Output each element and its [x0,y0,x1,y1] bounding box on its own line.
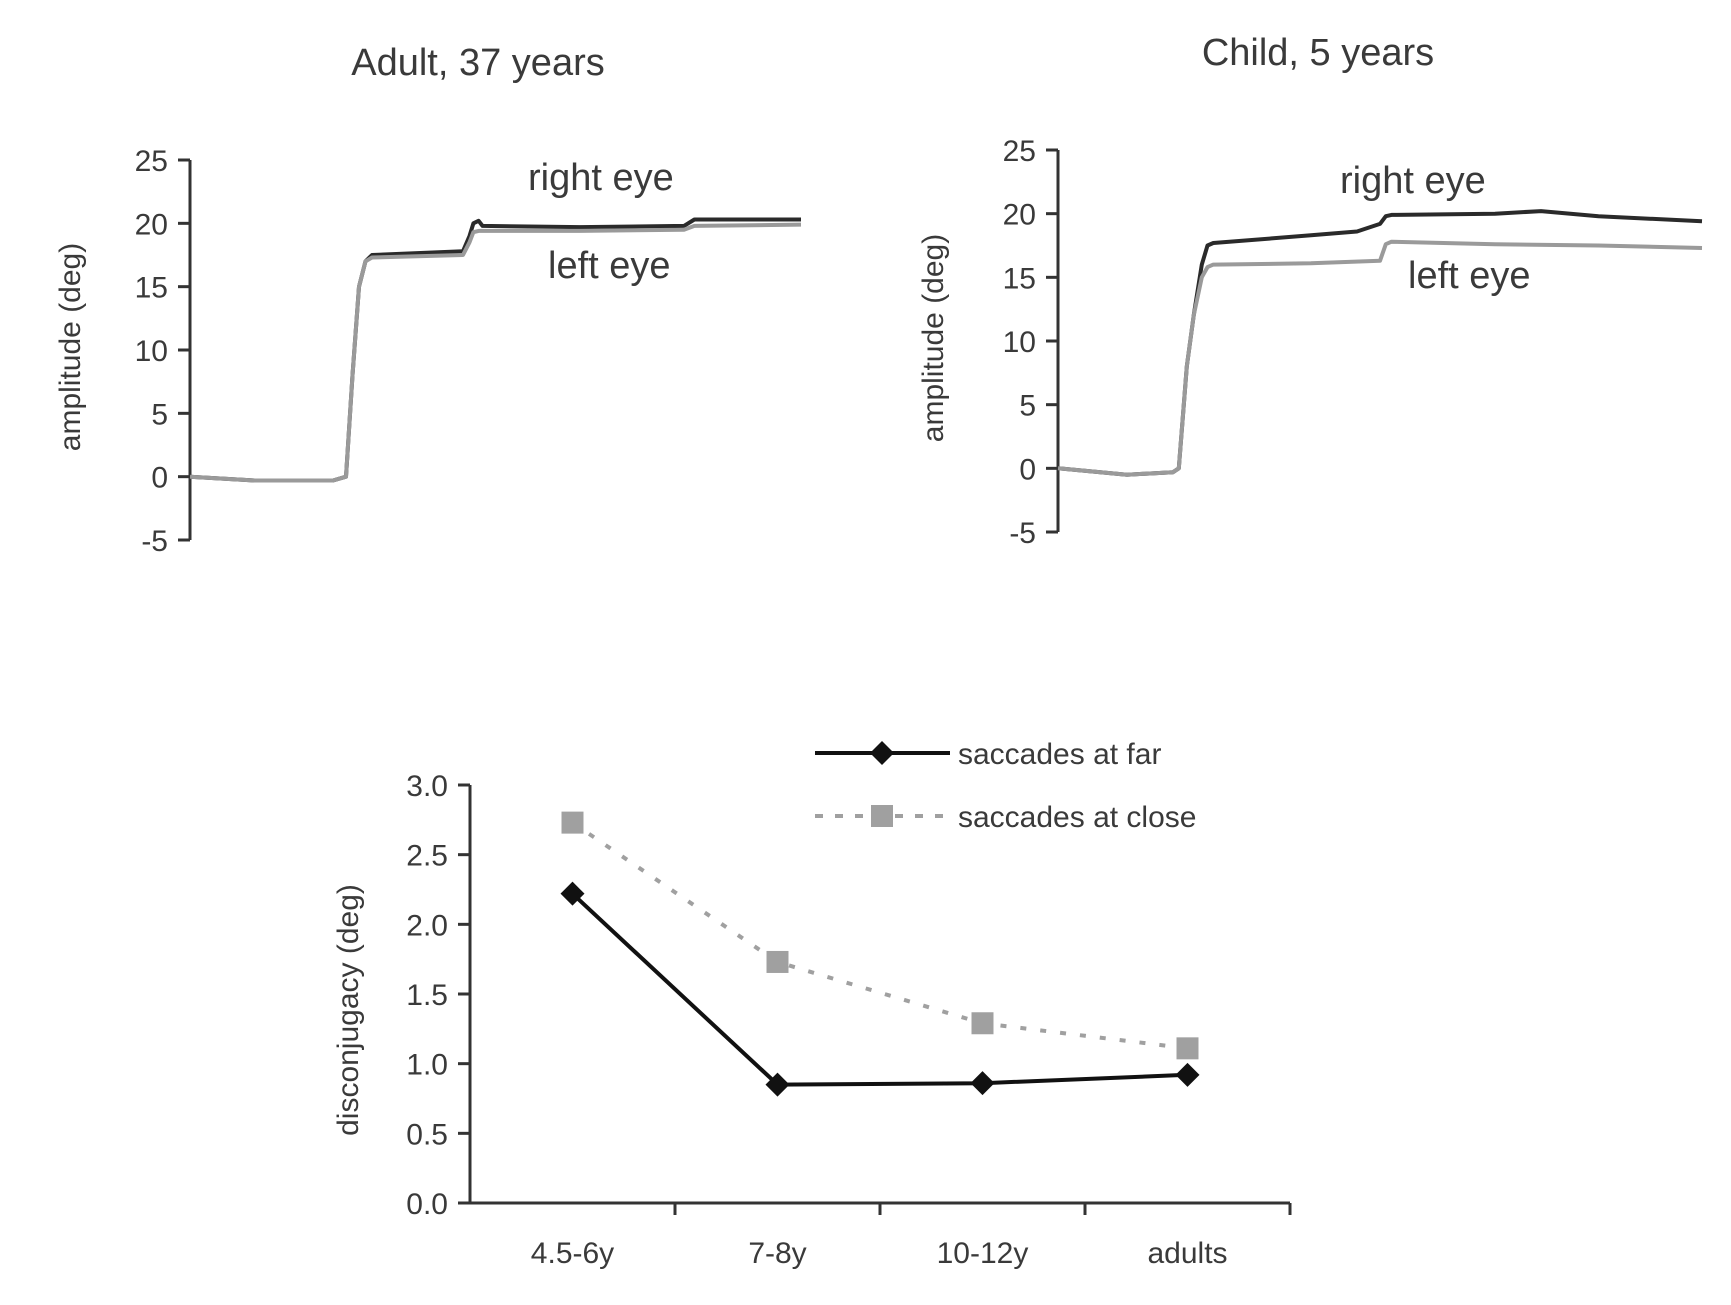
adult-y-tick-label: 5 [151,398,168,431]
child-y-ticks: -5 0 5 10 15 20 25 [1003,135,1058,550]
disconjugacy-x-tick-label: 7-8y [748,1237,806,1270]
adult-y-tick-label: 25 [135,145,168,178]
child-series-lines [1057,209,1703,477]
series-saccades-at-close-line [571,820,1188,1051]
disconjugacy-series [560,811,1200,1097]
series-saccades-at-far-line [571,892,1188,1087]
child-right-eye-trace [1057,209,1703,477]
disconjugacy-y-tick-label: 0.5 [406,1118,448,1151]
adult-y-tick-label: 0 [151,462,168,495]
child-panel: Child, 5 years amplitude (deg) -5 0 5 10 15 2… [917,32,1703,550]
adult-right-eye-label: right eye [528,157,674,199]
child-y-axis-label: amplitude (deg) [917,234,950,442]
adult-y-tick-label: 15 [135,272,168,305]
adult-y-tick-label: -5 [141,525,168,558]
adult-right-eye-trace [189,217,801,483]
adult-series-lines [189,217,802,483]
child-y-tick-label: 20 [1003,199,1036,232]
child-y-tick-label: -5 [1009,517,1036,550]
child-left-eye-trace [1057,239,1703,477]
adult-left-eye-label: left eye [548,245,671,287]
disconjugacy-y-axis-label: disconjugacy (deg) [332,884,365,1136]
disconjugacy-y-tick-label: 0.0 [406,1188,448,1221]
close-data-point [561,811,584,834]
adult-y-ticks: -5 0 5 10 15 20 25 [135,145,190,558]
adult-y-axis-label: amplitude (deg) [54,243,87,451]
adult-panel: Adult, 37 years amplitude (deg) -5 0 5 10 15… [54,42,802,558]
child-y-tick-label: 15 [1003,262,1036,295]
legend-far-label: saccades at far [958,738,1161,771]
adult-y-tick-label: 10 [135,335,168,368]
child-y-tick-label: 10 [1003,326,1036,359]
child-y-tick-label: 0 [1019,453,1036,486]
adult-chart-title: Adult, 37 years [351,42,604,84]
disconjugacy-y-tick-label: 2.0 [406,909,448,942]
far-data-point [1175,1062,1200,1087]
child-y-tick-label: 5 [1019,390,1036,423]
close-data-point [766,950,789,973]
legend-far-marker [870,741,894,765]
disconjugacy-panel: disconjugacy (deg) 0.0 0.5 1.0 1.5 2.0 2.5 3.0… [332,738,1292,1270]
close-data-point [1176,1037,1199,1060]
disconjugacy-x-tick-label: adults [1147,1237,1227,1270]
disconjugacy-x-tick-label: 10-12y [937,1237,1029,1270]
legend: saccades at far saccades at close [815,738,1196,834]
child-right-eye-label: right eye [1340,160,1486,202]
disconjugacy-y-tick-label: 1.5 [406,979,448,1012]
disconjugacy-y-tick-label: 2.5 [406,840,448,873]
disconjugacy-y-tick-label: 3.0 [406,770,448,803]
far-data-point [970,1071,995,1096]
child-left-eye-label: left eye [1408,255,1531,297]
far-data-point [560,881,585,906]
legend-close-label: saccades at close [958,801,1196,834]
child-y-tick-label: 25 [1003,135,1036,168]
adult-y-tick-label: 20 [135,208,168,241]
close-data-point [971,1012,994,1035]
child-chart-title: Child, 5 years [1202,32,1434,74]
disconjugacy-x-tick-label: 4.5-6y [531,1237,614,1270]
legend-close-marker [871,805,893,827]
adult-left-eye-trace [189,222,802,483]
far-data-point [765,1072,790,1097]
disconjugacy-y-tick-label: 1.0 [406,1049,448,1082]
disconjugacy-ticks: 0.0 0.5 1.0 1.5 2.0 2.5 3.0 4.5-6y 7-8y 10-12y adu… [406,770,1292,1270]
